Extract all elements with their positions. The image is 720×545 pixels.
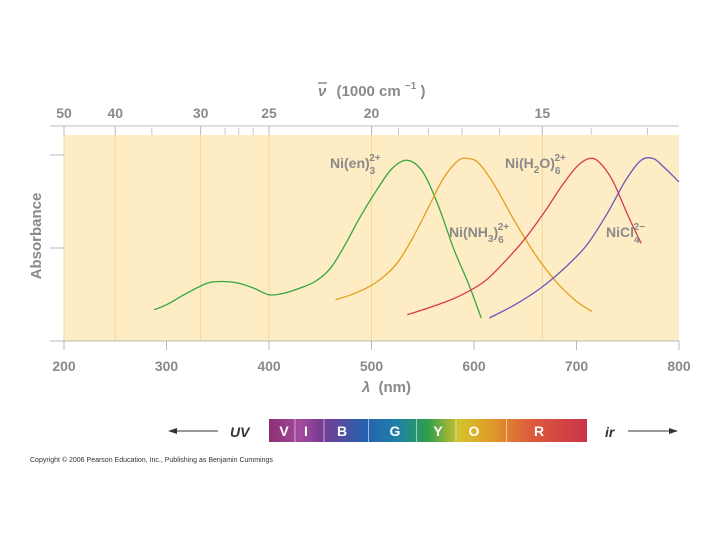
spectrum-band-i: I [304, 423, 308, 439]
top-tick-label: 30 [193, 105, 209, 121]
top-tick-label: 40 [107, 105, 123, 121]
ni-nh3-sub1: 3 [488, 234, 494, 245]
ni-en-sup: 2+ [369, 153, 381, 164]
spectrum-band-y: Y [433, 423, 443, 439]
series-line-2 [407, 157, 642, 316]
ir-arrowhead [669, 428, 678, 434]
top-axis-label: ν (1000 cm −1 ) [318, 76, 425, 100]
spectrum-gradient [269, 419, 587, 442]
top-axis-unit-exp: −1 [405, 81, 417, 92]
top-tick-label: 15 [535, 105, 551, 121]
nicl4-sup: 2− [634, 222, 646, 233]
top-axis-unit-close: ) [420, 83, 425, 100]
x-tick-label: 800 [667, 358, 691, 374]
copyright: Copyright © 2006 Pearson Education, Inc.… [30, 456, 273, 464]
ni-nh3-sub: 6 [498, 235, 504, 246]
ni-nh3-base: Ni(NH [449, 224, 488, 240]
spectrum-band-v: V [279, 423, 289, 439]
x-tick-label: 300 [155, 358, 179, 374]
gridlines [63, 135, 543, 341]
x-axis-label: λ (nm) [361, 379, 411, 396]
ni-en-sub: 3 [370, 166, 376, 177]
nu-symbol: ν [318, 83, 327, 100]
top-tick-label: 50 [56, 105, 72, 121]
x-tick-label: 600 [462, 358, 486, 374]
series-label-ni-h2o: Ni(H2O)6 2+ [505, 153, 566, 177]
top-axis: 50 40 30 25 20 15 [50, 105, 679, 135]
ni-h2o-sub: 6 [555, 166, 561, 177]
spectrum-band-g: G [390, 423, 401, 439]
ni-en-base: Ni(en) [330, 155, 370, 171]
x-tick-label: 700 [565, 358, 589, 374]
ni-h2o-sub1: 2 [534, 165, 540, 176]
ni-h2o-sup: 2+ [554, 153, 566, 164]
series-label-nicl4: NiCl4 2− [606, 222, 645, 246]
series-line-3 [489, 157, 680, 319]
x-tick-label: 500 [360, 358, 384, 374]
x-tick-label: 200 [52, 358, 76, 374]
lambda-symbol: λ [361, 379, 370, 396]
top-axis-unit: (1000 cm [337, 83, 401, 100]
ni-nh3-mid: ) [493, 224, 498, 240]
ni-nh3-sup: 2+ [498, 222, 510, 233]
series-label-ni-nh3: Ni(NH3)6 2+ [449, 222, 509, 246]
top-tick-label: 25 [261, 105, 277, 121]
spectrum-band-o: O [469, 423, 480, 439]
uv-arrowhead [168, 428, 177, 434]
ni-h2o-mid: O) [539, 155, 555, 171]
series-line-1 [335, 157, 593, 312]
ni-h2o-base: Ni(H [505, 155, 534, 171]
spectrum-band-r: R [534, 423, 544, 439]
uv-label: UV [230, 424, 251, 440]
ir-label: ir [605, 424, 616, 440]
series-lines [153, 157, 680, 319]
spectrum-band-b: B [337, 423, 347, 439]
series-line-0 [153, 159, 482, 319]
x-axis-ticks: 200 300 400 500 600 700 800 [52, 341, 691, 374]
x-axis-unit: (nm) [379, 379, 412, 396]
y-axis-label: Absorbance [28, 193, 45, 280]
top-tick-label: 20 [364, 105, 380, 121]
x-tick-label: 400 [257, 358, 281, 374]
series-label-ni-en: Ni(en)3 2+ [330, 153, 381, 177]
nicl4-base: NiCl [606, 224, 634, 240]
nicl4-sub: 4 [634, 235, 640, 246]
